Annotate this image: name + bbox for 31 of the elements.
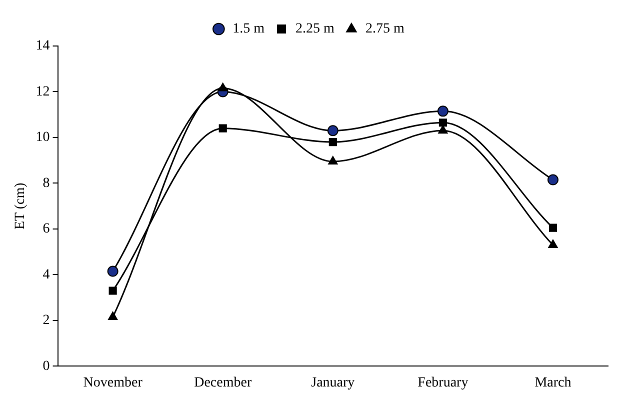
point [108, 312, 118, 320]
point [437, 106, 448, 117]
x-tick-label: November [83, 375, 143, 390]
point [548, 224, 558, 232]
y-tick-label: 8 [42, 176, 50, 191]
point [218, 124, 227, 132]
y-tick-label: 0 [42, 358, 50, 374]
point [328, 156, 338, 164]
y-tick-label: 10 [36, 130, 50, 146]
point [438, 125, 448, 134]
y-tick-label: 4 [42, 267, 50, 282]
point [328, 138, 337, 146]
y-tick-label: 14 [36, 38, 50, 54]
point [218, 82, 228, 92]
point [327, 125, 338, 136]
point [438, 118, 447, 127]
x-tick-label: December [194, 375, 252, 390]
point [548, 239, 558, 248]
y-tick-label: 6 [42, 222, 50, 237]
y-axis-title: ET (cm) [13, 182, 28, 230]
point [107, 266, 118, 277]
legend-label: 2.25 m [296, 22, 335, 37]
legend-label: 2.75 m [365, 22, 404, 37]
legend-label: 1.5 m [232, 22, 265, 37]
x-tick-label: February [418, 375, 468, 390]
y-tick-label: 2 [42, 313, 50, 328]
x-tick-label: January [311, 375, 355, 390]
point [547, 174, 558, 186]
x-tick-label: March [534, 375, 572, 390]
point [108, 286, 117, 295]
y-tick-label: 12 [36, 84, 50, 100]
